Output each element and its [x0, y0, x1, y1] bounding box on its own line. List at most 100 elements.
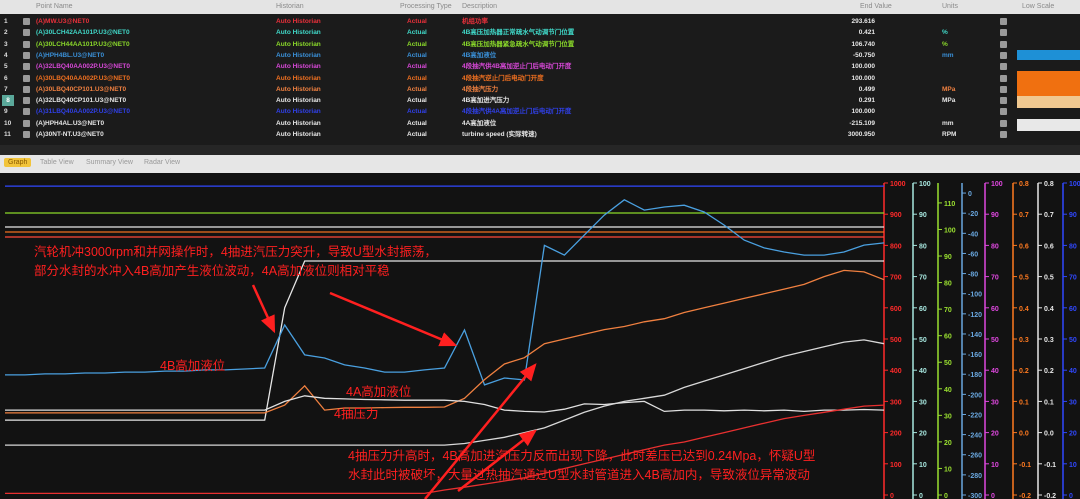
header-historian[interactable]: Historian: [276, 3, 304, 10]
table-row[interactable]: 7 (A)30LBQ40CP101.U3@NET0 Auto Historian…: [0, 84, 1080, 95]
y-axis-tick-label: -160: [968, 352, 982, 359]
table-row[interactable]: 9 (A)31LBQ40AA002P.U3@NET0 Auto Historia…: [0, 106, 1080, 117]
scale-checkbox[interactable]: [1000, 18, 1007, 25]
y-axis-tick-label: 0.0: [1019, 431, 1029, 438]
trend-chart: 0100200300400500600700800900100001020304…: [5, 181, 1080, 499]
y-axis-tick-label: -280: [968, 473, 982, 480]
scale-checkbox[interactable]: [1000, 131, 1007, 138]
scale-checkbox[interactable]: [1000, 97, 1007, 105]
table-row[interactable]: 11 (A)30NT-NT.U3@NET0 Auto Historian Act…: [0, 129, 1080, 140]
end-value: 100.000: [851, 74, 876, 82]
scale-checkbox[interactable]: [1000, 29, 1007, 37]
y-axis-tick-label: 0.3: [1019, 337, 1029, 344]
y-axis-tick-label: -220: [968, 412, 982, 419]
y-axis-tick-label: -200: [968, 392, 982, 399]
visibility-checkbox[interactable]: [23, 51, 30, 59]
y-axis-tick-label: 30: [1069, 399, 1077, 406]
visibility-checkbox[interactable]: [23, 85, 30, 93]
y-axis-tick-label: -0.2: [1044, 493, 1056, 499]
header-units[interactable]: Units: [942, 3, 958, 10]
y-axis-tick-label: 40: [944, 387, 952, 394]
header-description[interactable]: Description: [462, 3, 498, 10]
header-processing-type[interactable]: Processing Type: [400, 3, 452, 10]
y-axis-tick-label: -40: [968, 231, 978, 238]
table-row[interactable]: 4 (A)HPH4BL.U3@NET0 Auto Historian Actua…: [0, 50, 1080, 61]
visibility-checkbox[interactable]: [23, 63, 30, 71]
table-row[interactable]: 5 (A)32LBQ40AA002P.U3@NET0 Auto Historia…: [0, 61, 1080, 72]
low-scale-bar-row7: [1017, 96, 1080, 108]
tab-summary-view[interactable]: Summary View: [86, 159, 133, 166]
low-scale-bar-row4: [1017, 50, 1080, 60]
processing-type: Actual: [407, 108, 427, 116]
y-axis-tick-label: 1000: [890, 181, 906, 188]
table-row[interactable]: 6 (A)30LBQ40AA002P.U3@NET0 Auto Historia…: [0, 73, 1080, 84]
visibility-checkbox[interactable]: [23, 97, 30, 105]
y-axis-tick-label: 0.4: [1044, 306, 1054, 313]
annotation-bottom-line2: 水封此时被破坏，大量过热抽汽通过U型水封管道进入4B高加内，导致液位异常波动: [348, 468, 810, 482]
processing-type: Actual: [407, 18, 427, 25]
visibility-checkbox[interactable]: [23, 108, 30, 116]
scale-checkbox[interactable]: [1000, 85, 1007, 93]
tab-radar-view[interactable]: Radar View: [144, 159, 181, 166]
y-axis-tick-label: -140: [968, 332, 982, 339]
y-axis-tick-label: 70: [944, 307, 952, 314]
table-row[interactable]: 3 (A)30LCH44AA101P.U3@NET0 Auto Historia…: [0, 39, 1080, 50]
tab-graph[interactable]: Graph: [4, 158, 32, 167]
y-axis-tick-label: 50: [991, 337, 999, 344]
tab-table-view[interactable]: Table View: [40, 159, 74, 166]
point-name: (A)30NT-NT.U3@NET0: [36, 131, 104, 138]
y-axis-tick-label: 60: [991, 306, 999, 313]
end-value: 100.000: [851, 108, 876, 116]
table-row[interactable]: 2 (A)30LCH42AA101P.U3@NET0 Auto Historia…: [0, 27, 1080, 38]
visibility-checkbox[interactable]: [23, 18, 30, 25]
annotation-arrow: [457, 429, 537, 492]
units: mm: [942, 51, 954, 59]
visibility-checkbox[interactable]: [23, 40, 30, 48]
header-point-name[interactable]: Point Name: [36, 3, 73, 10]
y-axis-tick-label: 100: [1069, 181, 1080, 188]
historian: Auto Historian: [276, 74, 321, 82]
trend-graph[interactable]: 0 100 200 300 400 500 600 700 800 900 1000 0 10 20 30 4…: [0, 173, 1080, 499]
units: mm: [942, 119, 954, 127]
scale-checkbox[interactable]: [1000, 74, 1007, 82]
header-low-scale[interactable]: Low Scale: [1022, 3, 1055, 10]
visibility-checkbox[interactable]: [23, 74, 30, 82]
y-axis-tick-label: -0.1: [1019, 462, 1031, 469]
description: 4B高加进汽压力: [462, 97, 510, 105]
y-axis-tick-label: 0.8: [1044, 181, 1054, 188]
end-value: 106.740: [851, 40, 876, 48]
y-axis-tick-label: 20: [1069, 431, 1077, 438]
visibility-checkbox[interactable]: [23, 119, 30, 127]
y-axis-tick-label: 0.7: [1019, 212, 1029, 219]
description: 4A高加液位: [462, 119, 497, 127]
y-axis-tick-label: 0.1: [1044, 399, 1054, 406]
y-axis-tick-label: 30: [944, 413, 952, 420]
y-axis-tick-label: 400: [890, 368, 902, 375]
processing-type: Actual: [407, 119, 427, 127]
y-axis-tick-label: 50: [944, 360, 952, 367]
scale-checkbox[interactable]: [1000, 51, 1007, 59]
y-axis-tick-label: 60: [919, 306, 927, 313]
table-row[interactable]: 1 (A)MW.U3@NET0 Auto Historian Actual 机组…: [0, 16, 1080, 27]
y-axis-tick-label: 0.7: [1044, 212, 1054, 219]
table-row[interactable]: 10 (A)HPH4AL.U3@NET0 Auto Historian Actu…: [0, 118, 1080, 129]
scale-checkbox[interactable]: [1000, 40, 1007, 48]
y-axis-tick-label: 0: [1069, 493, 1073, 499]
y-axis-tick-label: 40: [919, 368, 927, 375]
y-axis-tick-label: 70: [1069, 275, 1077, 282]
y-axis-tick-label: 40: [991, 368, 999, 375]
visibility-checkbox[interactable]: [23, 29, 30, 37]
header-end-value[interactable]: End Value: [860, 3, 892, 10]
visibility-checkbox[interactable]: [23, 131, 30, 138]
y-axis-tick-label: 10: [1069, 462, 1077, 469]
splitter[interactable]: [0, 145, 1080, 155]
y-axis-tick-label: 100: [944, 227, 956, 234]
y-axis-tick-label: 300: [890, 399, 902, 406]
scale-checkbox[interactable]: [1000, 108, 1007, 116]
y-axis-tick-label: 40: [1069, 368, 1077, 375]
description: 4段抽汽压力: [462, 85, 499, 93]
table-row[interactable]: 8 (A)32LBQ40CP101.U3@NET0 Auto Historian…: [0, 95, 1080, 107]
scale-checkbox[interactable]: [1000, 119, 1007, 127]
description: 4B高压加热器紧急疏水气动调节门位置: [462, 40, 575, 48]
scale-checkbox[interactable]: [1000, 63, 1007, 71]
